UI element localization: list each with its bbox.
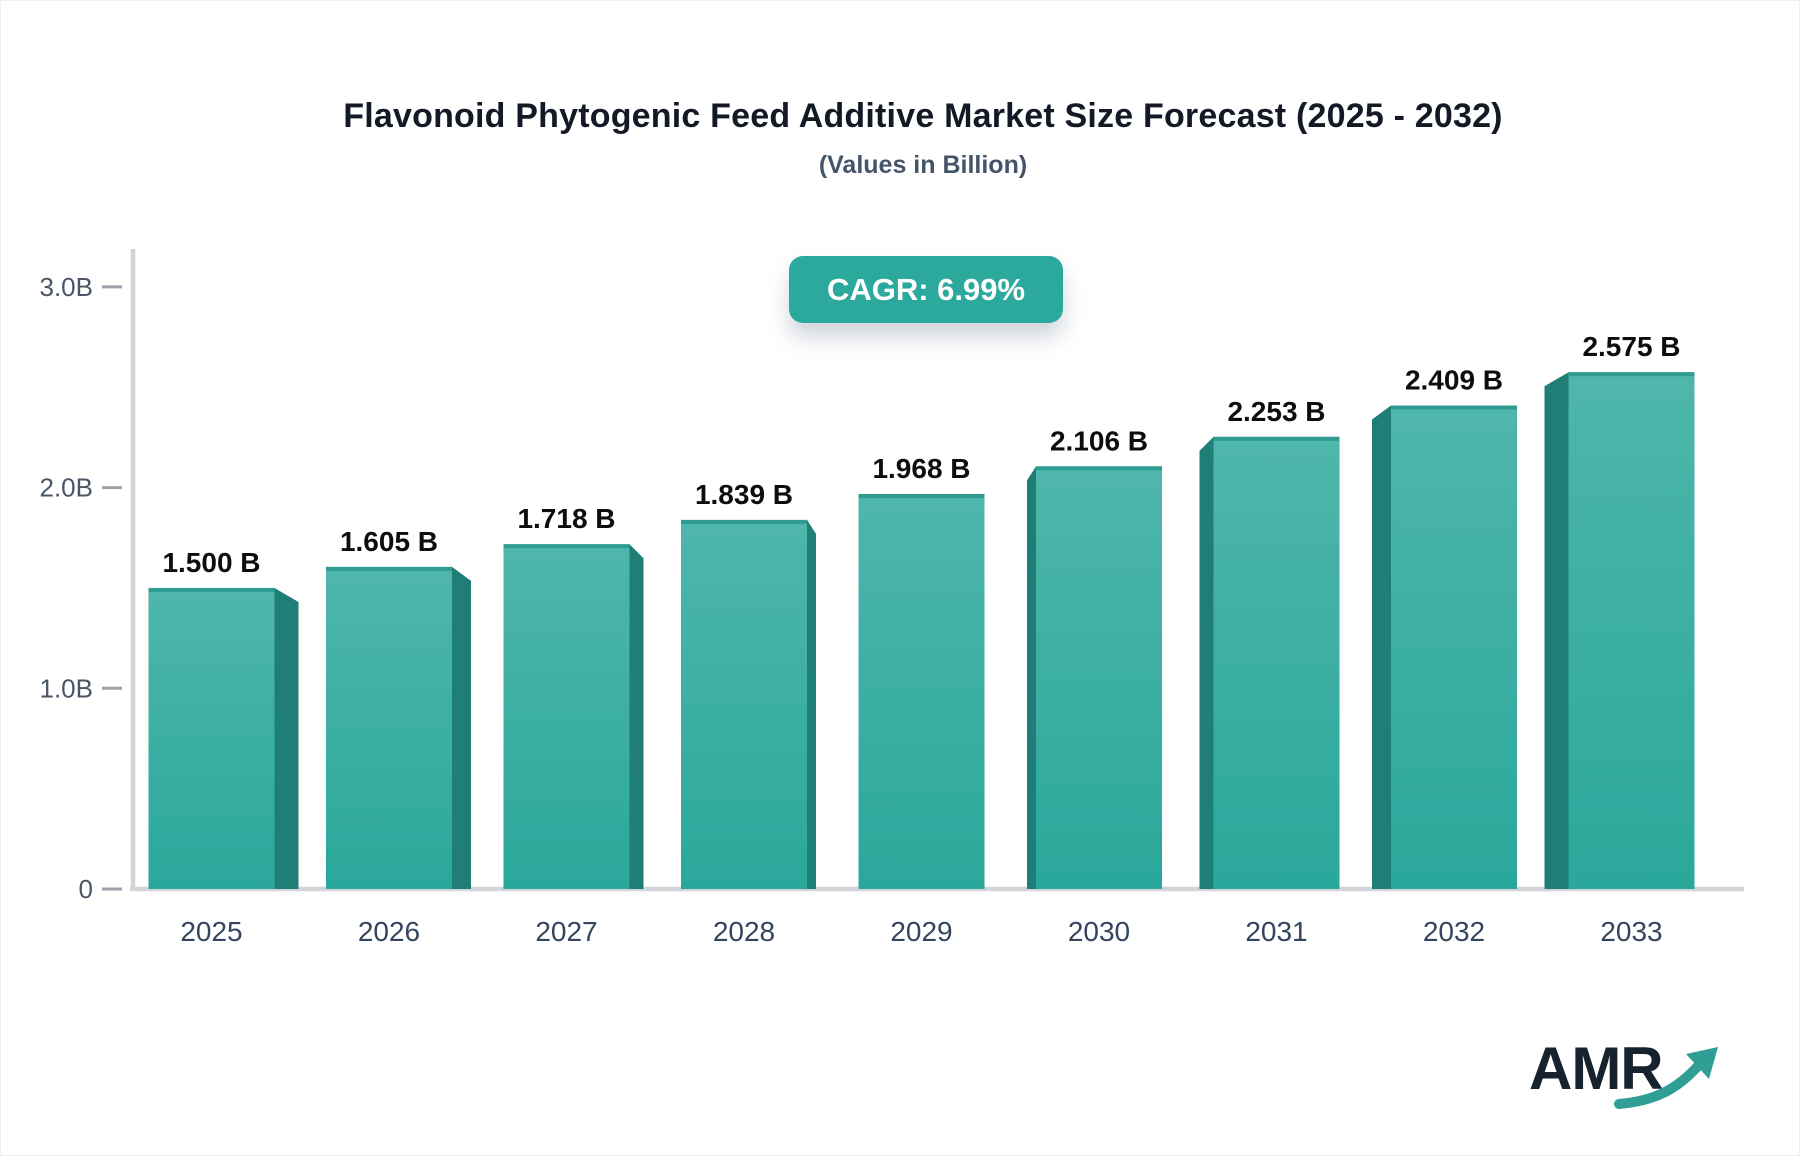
y-axis-tick-label: 1.0B xyxy=(40,673,94,703)
bar-value-label: 2.253 B xyxy=(1227,396,1325,427)
amr-logo: AMR xyxy=(1529,1035,1718,1109)
bar-face xyxy=(326,566,452,889)
bar-value-label: 1.839 B xyxy=(695,479,793,510)
bar-side xyxy=(807,519,816,889)
x-axis-label: 2028 xyxy=(713,916,775,947)
bar-face xyxy=(148,587,275,889)
bar-top-edge xyxy=(1568,372,1695,377)
x-axis-label: 2032 xyxy=(1423,916,1485,947)
bar-side xyxy=(452,566,471,889)
bar-top-edge xyxy=(326,566,452,571)
bar-top-edge xyxy=(1391,405,1517,410)
page-subtitle: (Values in Billion) xyxy=(818,151,1028,179)
bar-side xyxy=(1372,405,1391,889)
y-axis-tick-label: 0 xyxy=(79,874,93,904)
bar-face xyxy=(1213,436,1340,889)
bar-top-edge xyxy=(1213,436,1340,441)
bar-value-label: 2.106 B xyxy=(1050,425,1148,456)
bar-top-edge xyxy=(681,519,807,524)
bar-group-2030: 2.106 B 2030 xyxy=(1027,425,1162,947)
bar-side xyxy=(629,544,644,889)
logo-arrow-head-icon xyxy=(1686,1047,1718,1079)
bar-group-2026: 1.605 B 2026 xyxy=(326,526,471,947)
x-axis-label: 2025 xyxy=(180,916,242,947)
bar-side xyxy=(274,587,299,889)
bar-group-2033: 2.575 B 2033 xyxy=(1544,331,1695,947)
bar-group-2028: 1.839 B 2028 xyxy=(681,479,816,947)
x-axis-label: 2027 xyxy=(535,916,597,947)
x-axis-label: 2030 xyxy=(1068,916,1130,947)
bar-value-label: 2.575 B xyxy=(1582,331,1680,362)
bar-face xyxy=(503,544,630,889)
bar-side xyxy=(1544,372,1569,889)
bar-face xyxy=(1036,466,1162,889)
bar-group-2031: 2.253 B 2031 xyxy=(1199,396,1340,947)
bar-value-label: 1.718 B xyxy=(517,503,615,534)
x-axis-label: 2031 xyxy=(1245,916,1307,947)
bar-top-edge xyxy=(503,544,630,549)
bar-value-label: 2.409 B xyxy=(1405,365,1503,396)
x-axis-label: 2026 xyxy=(358,916,420,947)
bar-top-edge xyxy=(148,587,275,592)
bar-face xyxy=(1568,372,1695,889)
cagr-badge-label: CAGR: 6.99% xyxy=(826,271,1026,307)
logo-arrow-swoosh-icon xyxy=(1614,1061,1703,1109)
bar-value-label: 1.500 B xyxy=(162,547,260,578)
y-axis-tick-label: 2.0B xyxy=(40,473,94,503)
bar-face xyxy=(858,494,985,889)
amr-logo-text: AMR xyxy=(1529,1035,1663,1102)
x-axis-label: 2029 xyxy=(890,916,952,947)
x-axis-label: 2033 xyxy=(1600,916,1662,947)
bar-group-2029: 1.968 B 2029 xyxy=(858,453,985,947)
bar-side xyxy=(1199,436,1214,889)
bar-group-2025: 1.500 B 2025 xyxy=(148,547,299,947)
bar-value-label: 1.605 B xyxy=(340,526,438,557)
bar-group-2032: 2.409 B 2032 xyxy=(1372,365,1517,947)
bar-top-edge xyxy=(858,494,985,499)
cagr-badge: CAGR: 6.99% xyxy=(789,256,1063,323)
page-title: Flavonoid Phytogenic Feed Additive Marke… xyxy=(343,97,1503,135)
bar-face xyxy=(1391,405,1517,889)
bar-group-2027: 1.718 B 2027 xyxy=(503,503,644,947)
y-axis-tick-label: 3.0B xyxy=(40,272,94,302)
bar-face xyxy=(681,519,807,889)
bar-top-edge xyxy=(1036,466,1162,471)
bar-side xyxy=(1027,466,1036,889)
bar-value-label: 1.968 B xyxy=(872,453,970,484)
